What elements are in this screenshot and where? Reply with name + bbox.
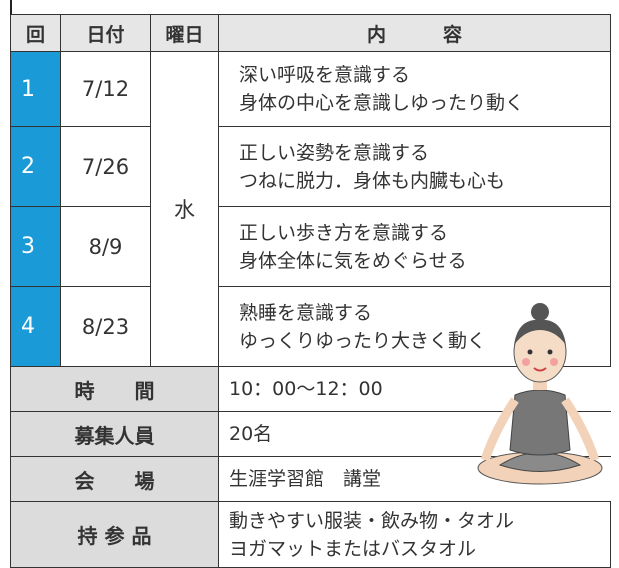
line: 20名 <box>229 423 273 445</box>
label: 会 場 <box>10 456 219 502</box>
label: 時 間 <box>10 366 219 412</box>
line: ゆっくりゆったり大きく動く <box>239 329 487 352</box>
line: 熟睡を意識する <box>239 301 373 324</box>
row: 3 8/9 正しい歩き方を意識する 身体全体に気をめぐらせる <box>10 206 611 287</box>
header-cell: 回 <box>10 14 61 52</box>
header-cell: 日付 <box>60 14 151 52</box>
schedule-table: 回 日付 曜日 内 容 1 7/12 水 深い呼吸を意識する身体の中心を意識しゆ… <box>10 14 611 568</box>
row: 1 7/12 水 深い呼吸を意識する身体の中心を意識しゆったり動く <box>10 51 611 367</box>
line: 身体全体に気をめぐらせる <box>239 249 467 272</box>
number: 4 <box>10 286 61 367</box>
date: 7/12 <box>60 51 151 127</box>
header-cell: 内 容 <box>218 14 611 52</box>
content: 正しい歩き方を意識する 身体全体に気をめぐらせる <box>218 206 611 287</box>
row: 2 7/26 正しい姿勢を意識するつねに脱力．身体も内臓も心も <box>10 126 611 207</box>
header-row: 回 日付 曜日 内 容 <box>10 14 611 52</box>
number: 3 <box>10 206 61 287</box>
line: 身体の中心を意識しゆったり動く <box>239 92 525 114</box>
yoga-illustration <box>477 303 603 485</box>
line: 正しい姿勢を意識する <box>239 141 430 164</box>
line: 深い呼吸を意識する <box>239 64 411 86</box>
content: 正しい姿勢を意識するつねに脱力．身体も内臓も心も <box>218 126 611 207</box>
line: ヨガマットまたはバスタオル <box>229 537 477 560</box>
date: 8/9 <box>60 206 151 287</box>
frame-line <box>10 0 12 14</box>
value: 動きやすい服装・飲み物・タオル ヨガマットまたはバスタオル <box>218 501 611 568</box>
number: 1 <box>10 51 61 127</box>
info-row: 会 場 生涯学習館 講堂 <box>10 456 611 502</box>
date: 8/23 <box>60 286 151 367</box>
info-row: 持 参 品 動きやすい服装・飲み物・タオル ヨガマットまたはバスタオル <box>10 501 611 568</box>
weekday: 水 <box>150 51 219 367</box>
label: 持 参 品 <box>10 501 219 568</box>
content: 深い呼吸を意識する身体の中心を意識しゆったり動く <box>218 51 611 127</box>
label: 募集人員 <box>10 411 219 457</box>
line: 生涯学習館 講堂 <box>229 468 382 490</box>
line: 動きやすい服装・飲み物・タオル <box>229 509 515 532</box>
line: 10：00～12：00 <box>229 378 383 400</box>
header-cell: 曜日 <box>150 14 219 52</box>
line: つねに脱力．身体も内臓も心も <box>239 169 506 192</box>
line: 正しい歩き方を意識する <box>239 221 449 244</box>
number: 2 <box>10 126 61 207</box>
date: 7/26 <box>60 126 151 207</box>
